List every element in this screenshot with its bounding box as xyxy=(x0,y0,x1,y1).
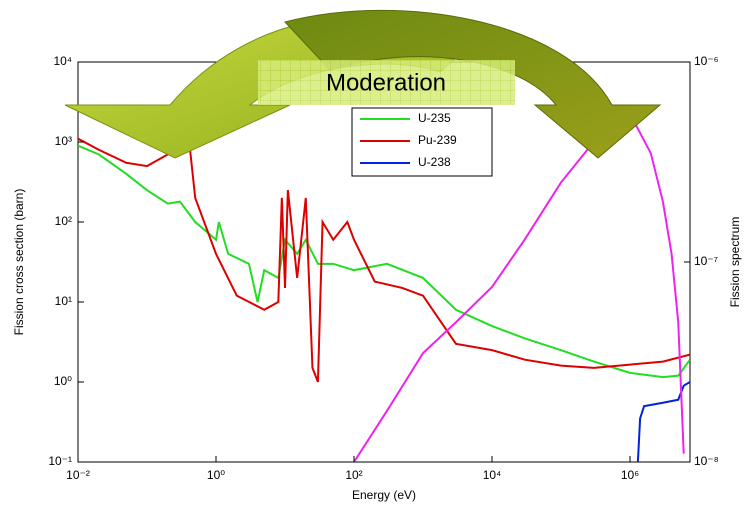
x-tick-label: 10⁶ xyxy=(621,468,639,482)
x-tick-label: 10² xyxy=(345,468,362,482)
y-tick-label: 10⁴ xyxy=(53,54,72,68)
annotation-box xyxy=(258,60,515,105)
x-tick-label: 10⁰ xyxy=(207,468,225,482)
annotation: Moderation xyxy=(326,69,446,96)
y-tick-label: 10⁻¹ xyxy=(48,454,72,468)
moderation-arrow-right xyxy=(284,9,662,159)
y2-tick-label: 10⁻⁶ xyxy=(694,54,719,68)
series-line xyxy=(78,144,690,379)
y-tick-label: 10² xyxy=(55,214,72,228)
y-tick-label: 10⁰ xyxy=(54,374,72,388)
y-axis-title: Fission cross section (barn) xyxy=(12,189,26,336)
x-tick-label: 10⁻² xyxy=(66,468,90,482)
legend-label: U-238 xyxy=(418,155,451,169)
y-tick-label: 10³ xyxy=(55,134,72,148)
y2-tick-label: 10⁻⁸ xyxy=(694,454,719,468)
x-tick-label: 10⁴ xyxy=(483,468,502,482)
y-tick-label: 10¹ xyxy=(55,294,72,308)
legend-label: U-235 xyxy=(418,111,451,125)
y2-axis-title: Fission spectrum xyxy=(728,217,742,308)
legend: U-235 Pu-239 U-238 xyxy=(351,107,493,177)
legend-label: Pu-239 xyxy=(418,133,457,147)
x-axis-title: Energy (eV) xyxy=(352,488,416,502)
series-line xyxy=(636,381,690,462)
y2-tick-label: 10⁻⁷ xyxy=(694,254,718,268)
